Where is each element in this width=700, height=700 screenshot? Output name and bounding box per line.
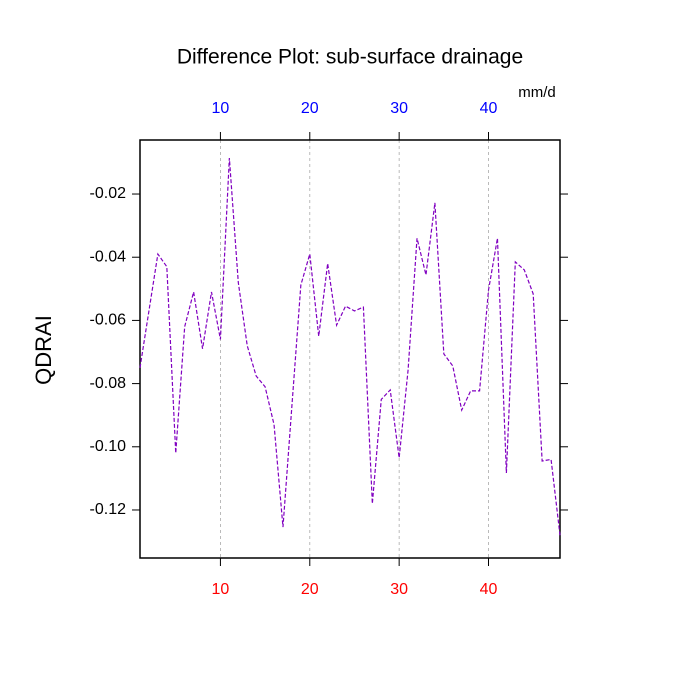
x-tick-label: 30 [390,581,408,598]
y-tick-label: -0.02 [90,185,127,202]
x-tick-label-top: 20 [301,100,319,117]
plot-frame [139,139,561,559]
x-tick-label: 10 [212,581,230,598]
x-tick-label-top: 30 [390,100,408,117]
units-label: mm/d [518,84,556,101]
y-tick-label: -0.10 [90,438,127,455]
y-axis-label: QDRAI [31,315,56,385]
x-tick-label: 40 [480,581,498,598]
y-tick-label: -0.08 [90,375,127,392]
x-tick-label: 20 [301,581,319,598]
y-tick-label: -0.04 [90,248,127,265]
y-tick-label: -0.06 [90,312,127,329]
x-tick-label-top: 10 [212,100,230,117]
chart-title: Difference Plot: sub-surface drainage [177,46,523,69]
x-tick-label-top: 40 [480,100,498,117]
y-tick-label: -0.12 [90,501,127,518]
data-line [139,157,561,536]
